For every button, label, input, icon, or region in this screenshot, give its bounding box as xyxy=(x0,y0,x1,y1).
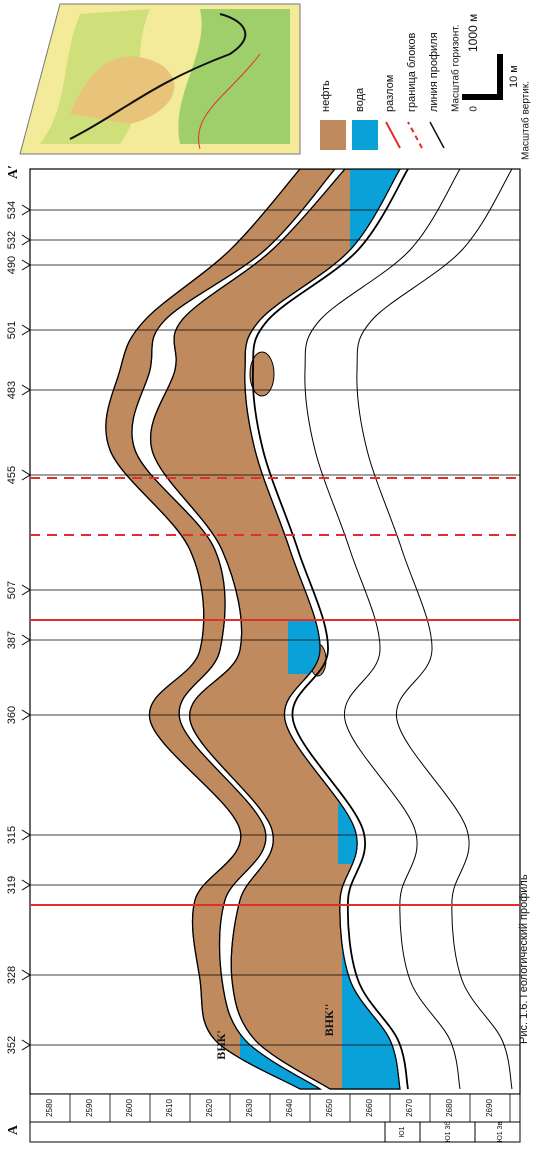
legend-label: вода xyxy=(354,87,366,112)
scale-label: 10 м xyxy=(508,65,520,88)
scale-label: 1000 м xyxy=(466,14,480,52)
well-label: 532 xyxy=(6,231,18,249)
depth-label: 2690 xyxy=(485,1099,494,1117)
scale-label: 0 xyxy=(469,106,480,112)
well-label: 360 xyxy=(6,706,18,724)
well-marker xyxy=(22,325,30,335)
depth-label: 2620 xyxy=(205,1099,214,1117)
legend-label: граница блоков xyxy=(406,33,418,112)
well-label: 328 xyxy=(6,966,18,984)
profile-start: A xyxy=(6,1124,21,1135)
depth-label: 2640 xyxy=(285,1099,294,1117)
contact-label: ВНК' xyxy=(214,1030,228,1059)
location-map xyxy=(20,4,300,154)
depth-label: 2670 xyxy=(405,1099,414,1117)
figure: 352328319315360387507455483501490532534 … xyxy=(0,0,533,1144)
well-marker xyxy=(22,470,30,480)
well-label: 507 xyxy=(6,581,18,599)
well-marker xyxy=(22,205,30,215)
legend-water-swatch xyxy=(352,120,378,150)
legend-fault-swatch xyxy=(386,122,400,148)
well-marker xyxy=(22,385,30,395)
well-marker xyxy=(22,830,30,840)
legend-label: линия профиля xyxy=(428,32,440,112)
legend-label: разлом xyxy=(384,75,396,112)
well-marker xyxy=(22,710,30,720)
well-marker xyxy=(22,970,30,980)
profile-end: A′ xyxy=(6,165,21,179)
depth-table: 2580 2590 2600 2610 2620 2630 2640 2650 2660 2670… xyxy=(30,1094,520,1142)
caption: Рис. 1.6. Геологический профиль xyxy=(518,874,530,1044)
strata-label: Ю1 3б xyxy=(444,1122,452,1143)
legend-label: нефть xyxy=(320,80,332,112)
legend-profile-swatch xyxy=(430,122,444,148)
well-label: 352 xyxy=(6,1036,18,1054)
depth-label: 2660 xyxy=(365,1099,374,1117)
well-label: 387 xyxy=(6,631,18,649)
well-marker xyxy=(22,260,30,270)
legend-boundary-swatch xyxy=(408,122,422,148)
well-marker xyxy=(22,1040,30,1050)
depth-label: 2610 xyxy=(165,1099,174,1117)
well-marker xyxy=(22,880,30,890)
contact-label: ВНК'' xyxy=(322,1004,336,1037)
depth-label: 2580 xyxy=(45,1099,54,1117)
legend-label: Масштаб горизонт. xyxy=(450,24,462,112)
depth-label: 2600 xyxy=(125,1099,134,1117)
well-label: 490 xyxy=(6,256,18,274)
page: {"profile":{"start":"A","end":"A′"}, "we… xyxy=(0,0,533,1144)
well-label: 319 xyxy=(6,876,18,894)
well-marker xyxy=(22,635,30,645)
depth-label: 2680 xyxy=(445,1099,454,1117)
legend-label: Масштаб вертик. xyxy=(520,81,532,160)
strata-label: Ю1 xyxy=(399,1126,406,1137)
legend-oil-swatch xyxy=(320,120,346,150)
strata-label: Ю1 3в xyxy=(497,1121,504,1142)
depth-label: 2630 xyxy=(245,1099,254,1117)
well-label: 501 xyxy=(6,321,18,339)
depth-label: 2650 xyxy=(325,1099,334,1117)
well-marker xyxy=(22,585,30,595)
well-marker xyxy=(22,235,30,245)
well-label: 534 xyxy=(6,201,18,219)
well-label: 483 xyxy=(6,381,18,399)
well-label: 455 xyxy=(6,466,18,484)
well-label: 315 xyxy=(6,826,18,844)
rotated-figure: 352328319315360387507455483501490532534 … xyxy=(6,4,533,1142)
depth-label: 2590 xyxy=(85,1099,94,1117)
